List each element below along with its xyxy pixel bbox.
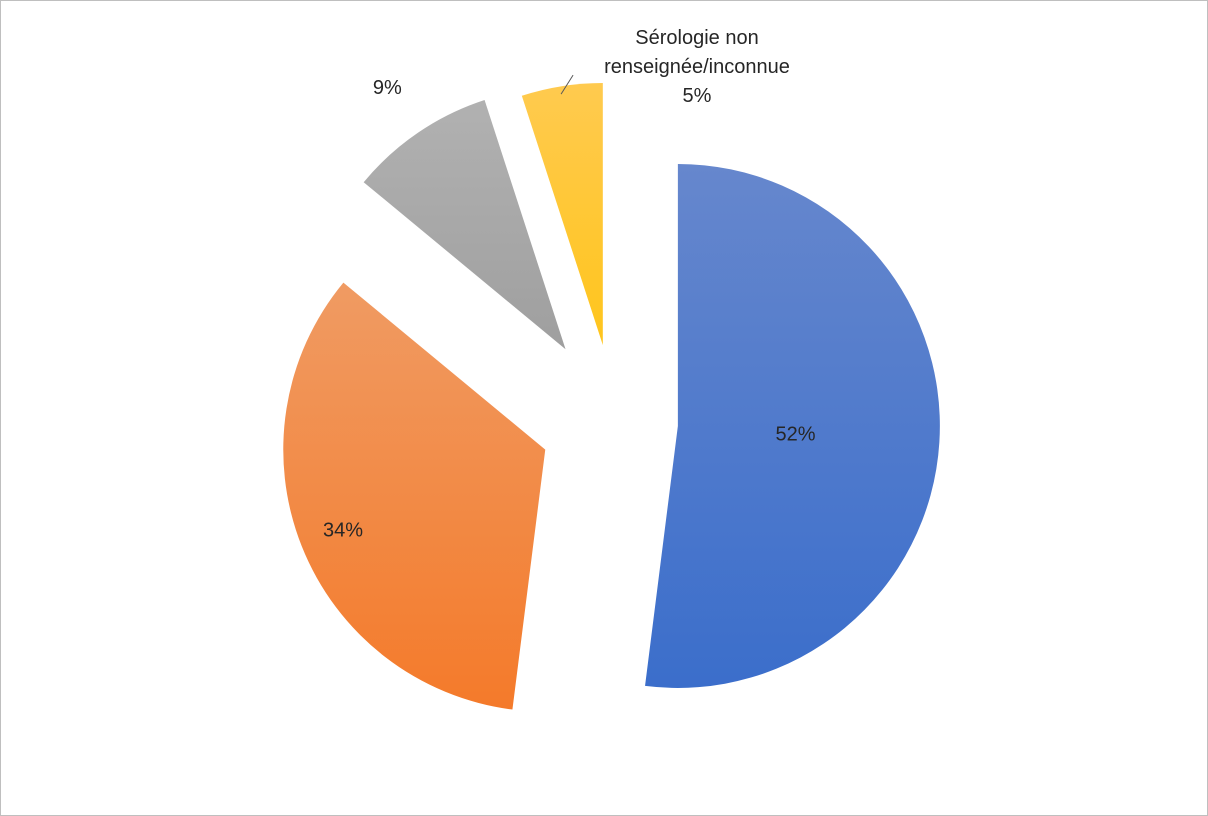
category-label-slice-4-line-2: renseignée/inconnue [604,56,790,78]
pie-slice-2 [283,283,545,710]
pie-slice-3 [364,100,566,349]
data-label-slice-4: 5% [683,85,712,107]
data-label-slice-1: 52% [776,423,816,445]
data-label-slice-2: 34% [323,520,363,542]
category-label-slice-4-line-1: Sérologie non [635,27,758,49]
data-label-slice-3: 9% [373,77,402,99]
